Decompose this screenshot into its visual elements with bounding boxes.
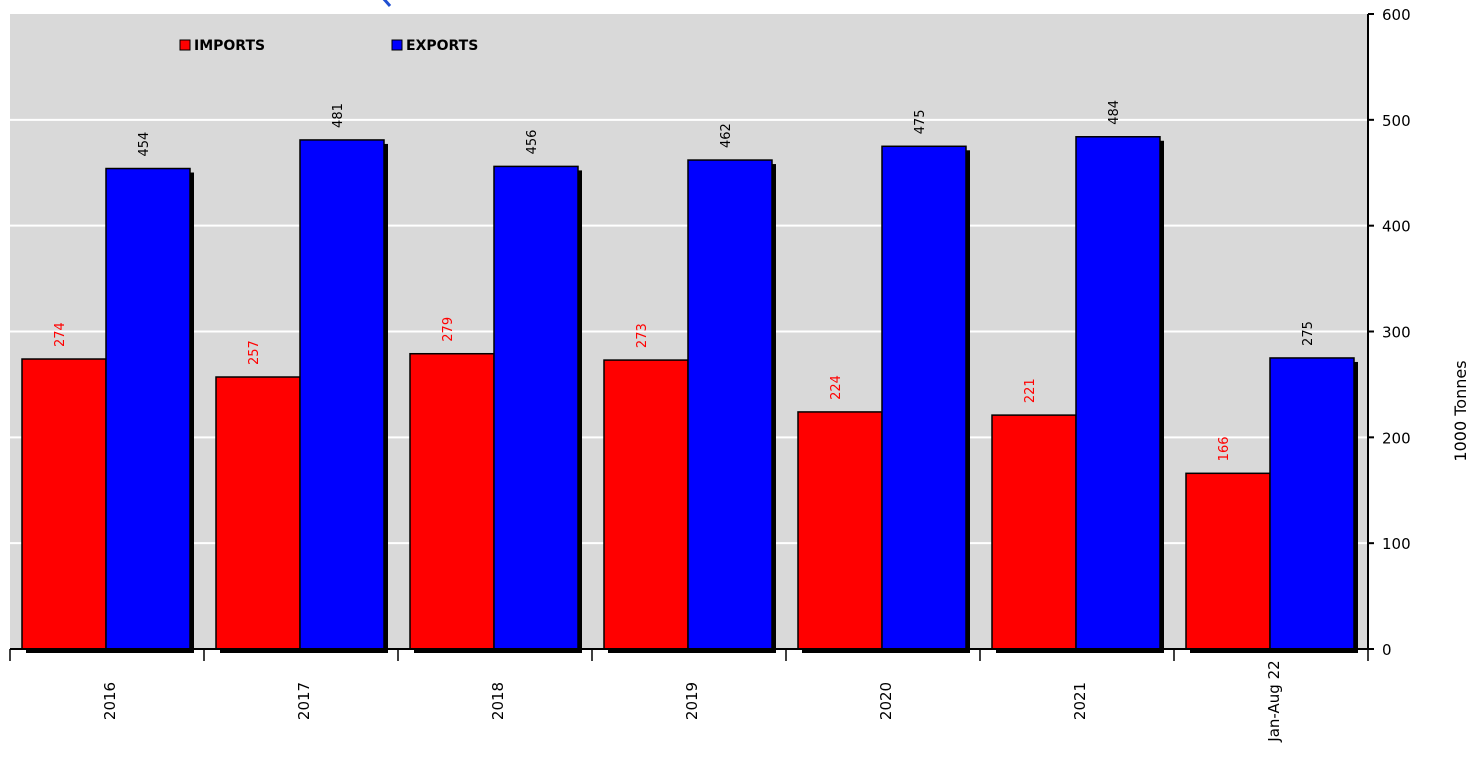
bar-exports-jan-aug-22 <box>1269 357 1355 650</box>
x-tick-label-2019: 2019 <box>683 682 701 720</box>
data-label-exports-2017: 481 <box>331 103 346 128</box>
data-labels: 274 454 257 481 279 456 273 462 224 475 221 484 166 2… <box>53 100 1316 461</box>
data-label-imports-2021: 221 <box>1023 378 1038 403</box>
bar-imports-2016 <box>21 358 107 650</box>
bar-imports-2018 <box>409 352 495 650</box>
y-tick-label-500: 500 <box>1382 112 1411 130</box>
y-tick-label-600: 600 <box>1382 6 1411 24</box>
x-tick-label-jan-aug-22: Jan-Aug 22 <box>1265 660 1283 742</box>
x-tick-label-2016: 2016 <box>101 682 119 720</box>
y-axis-title: 1000 Tonnes <box>1451 360 1470 461</box>
cropped-title <box>2 0 422 10</box>
y-tick-label-400: 400 <box>1382 218 1411 236</box>
bar-imports-2020 <box>797 411 883 650</box>
data-label-imports-2016: 274 <box>53 322 68 347</box>
bar-exports-2019 <box>687 159 773 650</box>
bar-exports-2017 <box>299 139 385 650</box>
bar-exports-2016 <box>105 167 191 650</box>
y-tick-label-200: 200 <box>1382 429 1411 447</box>
data-label-exports-2019: 462 <box>719 123 734 148</box>
data-label-exports-jan-aug-22: 275 <box>1301 321 1316 346</box>
legend-label-imports: IMPORTS <box>194 38 265 54</box>
y-tick-label-300: 300 <box>1382 324 1411 342</box>
y-tick-label-100: 100 <box>1382 535 1411 553</box>
data-label-imports-jan-aug-22: 166 <box>1217 436 1232 461</box>
axes: 0 100 200 300 400 500 600 2016 2017 2018 2019 2020 2… <box>9 6 1470 743</box>
data-label-imports-2019: 273 <box>635 323 650 348</box>
data-label-exports-2021: 484 <box>1107 100 1122 125</box>
x-tick-label-2017: 2017 <box>295 682 313 720</box>
legend-swatch-imports <box>179 39 191 51</box>
data-label-exports-2020: 475 <box>913 109 928 134</box>
data-label-imports-2020: 224 <box>829 375 844 400</box>
data-label-exports-2018: 456 <box>525 130 540 155</box>
data-label-imports-2017: 257 <box>247 340 262 365</box>
bar-imports-2021 <box>991 414 1077 650</box>
x-tick-label-2018: 2018 <box>489 682 507 720</box>
data-label-exports-2016: 454 <box>137 132 152 157</box>
bar-exports-2021 <box>1075 136 1161 650</box>
bar-exports-2020 <box>881 145 967 650</box>
x-tick-label-2021: 2021 <box>1071 682 1089 720</box>
y-tick-label-0: 0 <box>1382 641 1392 659</box>
x-tick-label-2020: 2020 <box>877 682 895 720</box>
bar-imports-jan-aug-22 <box>1185 472 1271 650</box>
legend: IMPORTS EXPORTS <box>179 38 478 54</box>
bar-exports-2018 <box>493 165 579 650</box>
bars <box>21 136 1355 650</box>
legend-label-exports: EXPORTS <box>406 38 478 54</box>
bar-imports-2017 <box>215 376 301 650</box>
data-label-imports-2018: 279 <box>441 317 456 342</box>
legend-swatch-exports <box>391 39 403 51</box>
bar-imports-2019 <box>603 359 689 650</box>
